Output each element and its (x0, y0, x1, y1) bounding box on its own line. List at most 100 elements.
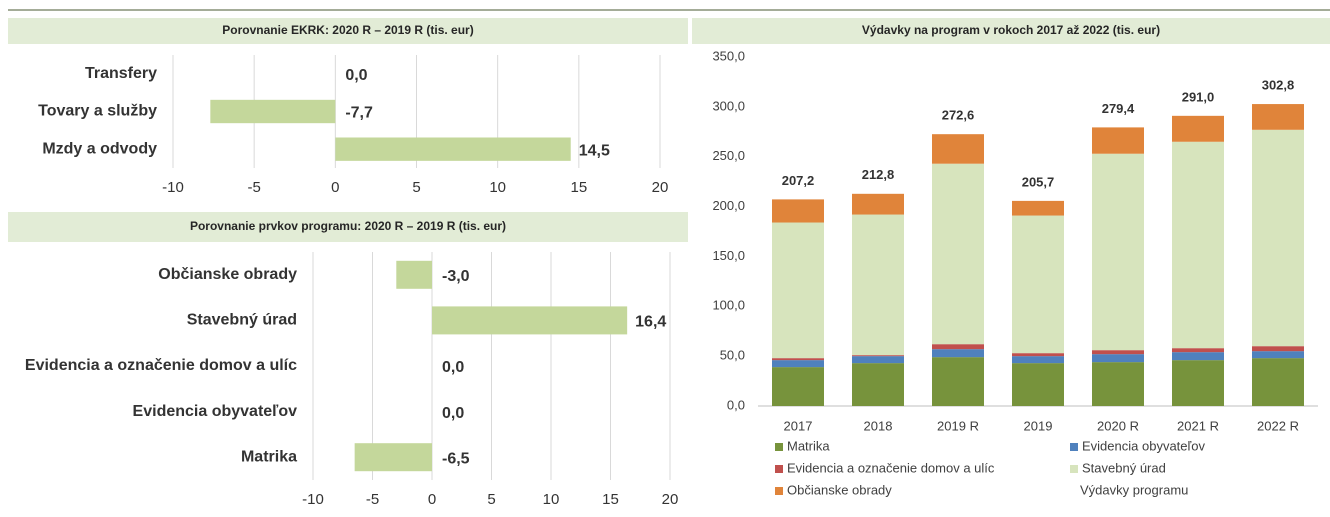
bar (354, 443, 432, 472)
x-tick-label: 20 (652, 179, 669, 196)
total-label: 212,8 (862, 167, 895, 182)
total-label: 291,0 (1182, 89, 1215, 104)
y-tick-label: 150,0 (712, 248, 745, 263)
total-label: 272,6 (942, 108, 975, 123)
value-label: 0,0 (442, 405, 464, 422)
chart-title: Porovnanie prvkov programu: 2020 R – 201… (190, 219, 506, 233)
x-tick-label: 0 (428, 491, 436, 508)
bar (335, 137, 571, 161)
category-label: Stavebný úrad (187, 312, 297, 329)
bar-segment (1012, 200, 1064, 216)
y-tick-label: 250,0 (712, 148, 745, 163)
bar-segment (1012, 356, 1064, 364)
y-tick-label: 50,0 (720, 348, 745, 363)
bar-segment (1172, 115, 1224, 142)
bar-segment (932, 163, 984, 345)
category-label: Evidencia a označenie domov a ulíc (25, 357, 297, 374)
category-label: Tovary a služby (38, 103, 157, 120)
title-bar (8, 18, 688, 44)
x-tick-label: 10 (489, 179, 506, 196)
bar-segment (852, 193, 904, 215)
value-label: 0,0 (442, 359, 464, 376)
value-label: 0,0 (345, 67, 367, 84)
x-tick-label: 2019 (1024, 418, 1053, 433)
x-tick-label: 15 (602, 491, 619, 508)
bar (210, 99, 336, 124)
y-tick-label: 200,0 (712, 198, 745, 213)
x-tick-label: -10 (162, 179, 184, 196)
legend-label: Matrika (787, 438, 830, 453)
bar-segment (1012, 215, 1064, 354)
total-label: 207,2 (782, 173, 815, 188)
value-label: -3,0 (442, 268, 470, 285)
x-tick-label: 2022 R (1257, 418, 1299, 433)
x-tick-label: 2018 (864, 418, 893, 433)
value-label: 16,4 (635, 314, 666, 331)
x-tick-label: -5 (366, 491, 379, 508)
x-tick-label: 20 (662, 491, 679, 508)
bar-segment (852, 363, 904, 406)
bar-segment (1092, 350, 1144, 355)
bar-segment (932, 344, 984, 350)
category-label: Transfery (85, 65, 157, 82)
bar-segment (1092, 354, 1144, 363)
category-label: Evidencia obyvateľov (133, 403, 298, 420)
y-tick-label: 350,0 (712, 48, 745, 63)
legend-swatch (775, 443, 783, 451)
title-bar (8, 212, 688, 242)
bar-segment (1172, 141, 1224, 349)
bar-segment (852, 355, 904, 357)
bar-segment (1172, 348, 1224, 353)
y-tick-label: 300,0 (712, 98, 745, 113)
legend-label: Stavebný úrad (1082, 460, 1166, 475)
total-label: 205,7 (1022, 174, 1055, 189)
legend-label: Evidencia a označenie domov a ulíc (787, 460, 995, 475)
bar-segment (1092, 362, 1144, 406)
chart-title: Porovnanie EKRK: 2020 R – 2019 R (tis. e… (222, 23, 473, 37)
legend-swatch (1070, 443, 1078, 451)
x-tick-label: 2017 (784, 418, 813, 433)
bar-segment (1252, 104, 1304, 130)
bar-segment (772, 358, 824, 361)
bar-segment (852, 356, 904, 364)
bar-segment (1252, 358, 1304, 406)
x-tick-label: 2021 R (1177, 418, 1219, 433)
x-tick-label: 0 (331, 179, 339, 196)
value-label: 14,5 (579, 142, 610, 159)
category-label: Občianske obrady (158, 266, 297, 283)
x-tick-label: -10 (302, 491, 324, 508)
chart-title: Výdavky na program v rokoch 2017 až 2022… (862, 23, 1160, 37)
x-tick-label: 5 (487, 491, 495, 508)
bar-segment (1012, 363, 1064, 406)
bar-segment (772, 222, 824, 359)
bar-segment (852, 214, 904, 356)
legend-swatch (775, 465, 783, 473)
bar-segment (1252, 351, 1304, 359)
bar (432, 306, 628, 335)
value-label: -7,7 (345, 105, 373, 122)
total-label: 279,4 (1102, 101, 1135, 116)
bar-segment (772, 360, 824, 368)
bar-segment (1092, 127, 1144, 154)
bar-segment (1252, 129, 1304, 347)
bar-segment (1252, 346, 1304, 352)
bar-segment (932, 134, 984, 164)
category-label: Matrika (241, 448, 297, 465)
legend-label: Výdavky programu (1080, 482, 1188, 497)
x-tick-label: 2020 R (1097, 418, 1139, 433)
legend-label: Evidencia obyvateľov (1082, 438, 1206, 453)
bar-segment (772, 199, 824, 223)
x-tick-label: 10 (543, 491, 560, 508)
legend-swatch (1070, 465, 1078, 473)
bar-segment (1092, 153, 1144, 351)
legend-swatch (775, 487, 783, 495)
x-tick-label: -5 (247, 179, 260, 196)
bar-segment (1172, 360, 1224, 406)
bar (396, 260, 432, 289)
y-tick-label: 100,0 (712, 298, 745, 313)
bar-segment (772, 367, 824, 406)
x-tick-label: 2019 R (937, 418, 979, 433)
title-bar (692, 18, 1330, 44)
x-tick-label: 15 (570, 179, 587, 196)
